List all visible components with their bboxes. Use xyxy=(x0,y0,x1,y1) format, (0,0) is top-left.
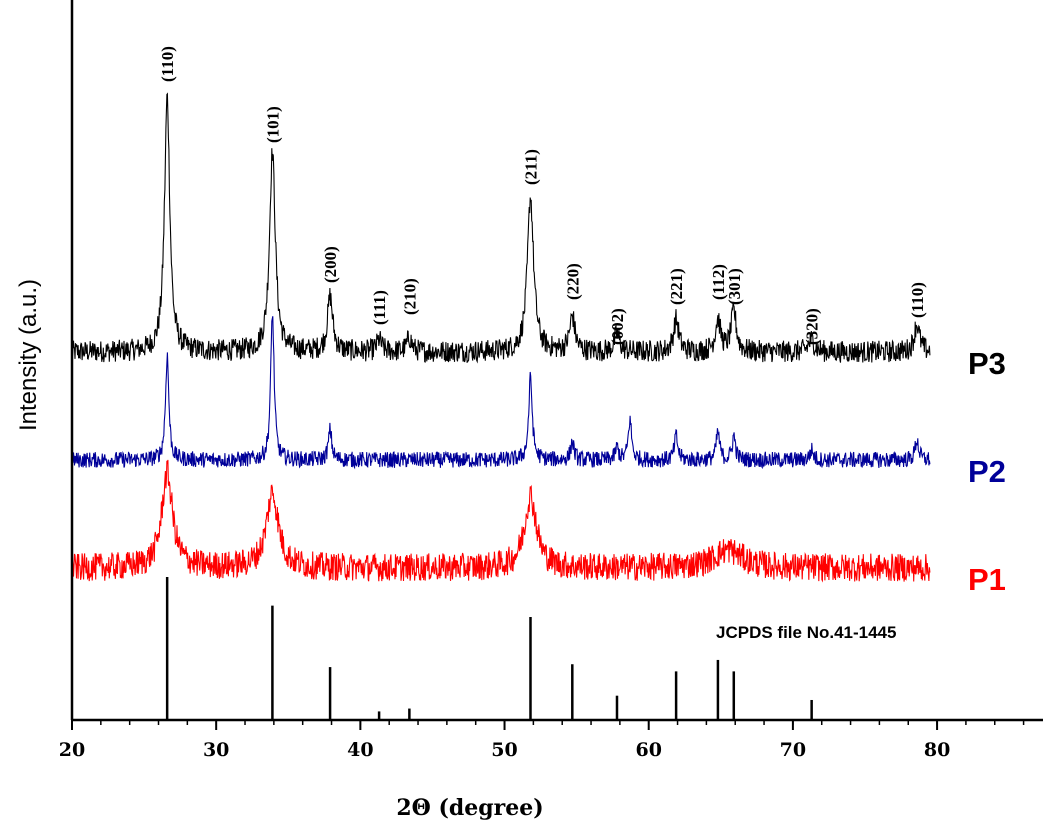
peak-label: (101) xyxy=(263,106,282,143)
x-tick-label: 40 xyxy=(347,739,373,761)
series-labels: P3 P2 P1 xyxy=(968,346,1006,597)
y-axis-label: Intensity (a.u.) xyxy=(15,279,42,431)
peak-label: (110) xyxy=(908,282,927,318)
x-axis-label: 2Θ (degree) xyxy=(396,795,543,821)
reference-sticks xyxy=(165,577,813,720)
x-tick-label: 20 xyxy=(59,739,85,761)
series-label-p3: P3 xyxy=(968,346,1006,381)
peak-label: (111) xyxy=(370,290,389,325)
peak-label: (210) xyxy=(400,278,419,315)
peak-label: (200) xyxy=(321,246,340,283)
peak-label: (320) xyxy=(803,308,822,345)
series-line-p1 xyxy=(71,459,931,583)
series-label-p2: P2 xyxy=(968,454,1006,489)
x-tick-label: 80 xyxy=(924,739,950,761)
peak-label: (301) xyxy=(725,268,744,305)
reference-label: JCPDS file No.41-1445 xyxy=(716,623,896,642)
peak-label: (110) xyxy=(158,46,177,82)
series-line-p3 xyxy=(71,92,931,364)
x-tick-label: 60 xyxy=(635,739,661,761)
peak-annotations: (110) (101) (200) (111) (210) (211) (220) (002)… xyxy=(158,46,927,345)
series-line-p2 xyxy=(71,316,931,470)
peak-label: (220) xyxy=(563,263,582,300)
peak-label: (002) xyxy=(608,308,627,345)
peak-label: (112) xyxy=(709,264,728,300)
peak-label: (211) xyxy=(522,149,541,185)
x-tick-label: 50 xyxy=(491,739,517,761)
peak-label: (221) xyxy=(667,268,686,305)
axes: 20 30 40 50 60 70 80 xyxy=(59,0,1043,761)
series-layer xyxy=(71,92,931,583)
x-tick-label: 30 xyxy=(203,739,229,761)
x-tick-label: 70 xyxy=(780,739,806,761)
series-label-p1: P1 xyxy=(968,562,1006,597)
